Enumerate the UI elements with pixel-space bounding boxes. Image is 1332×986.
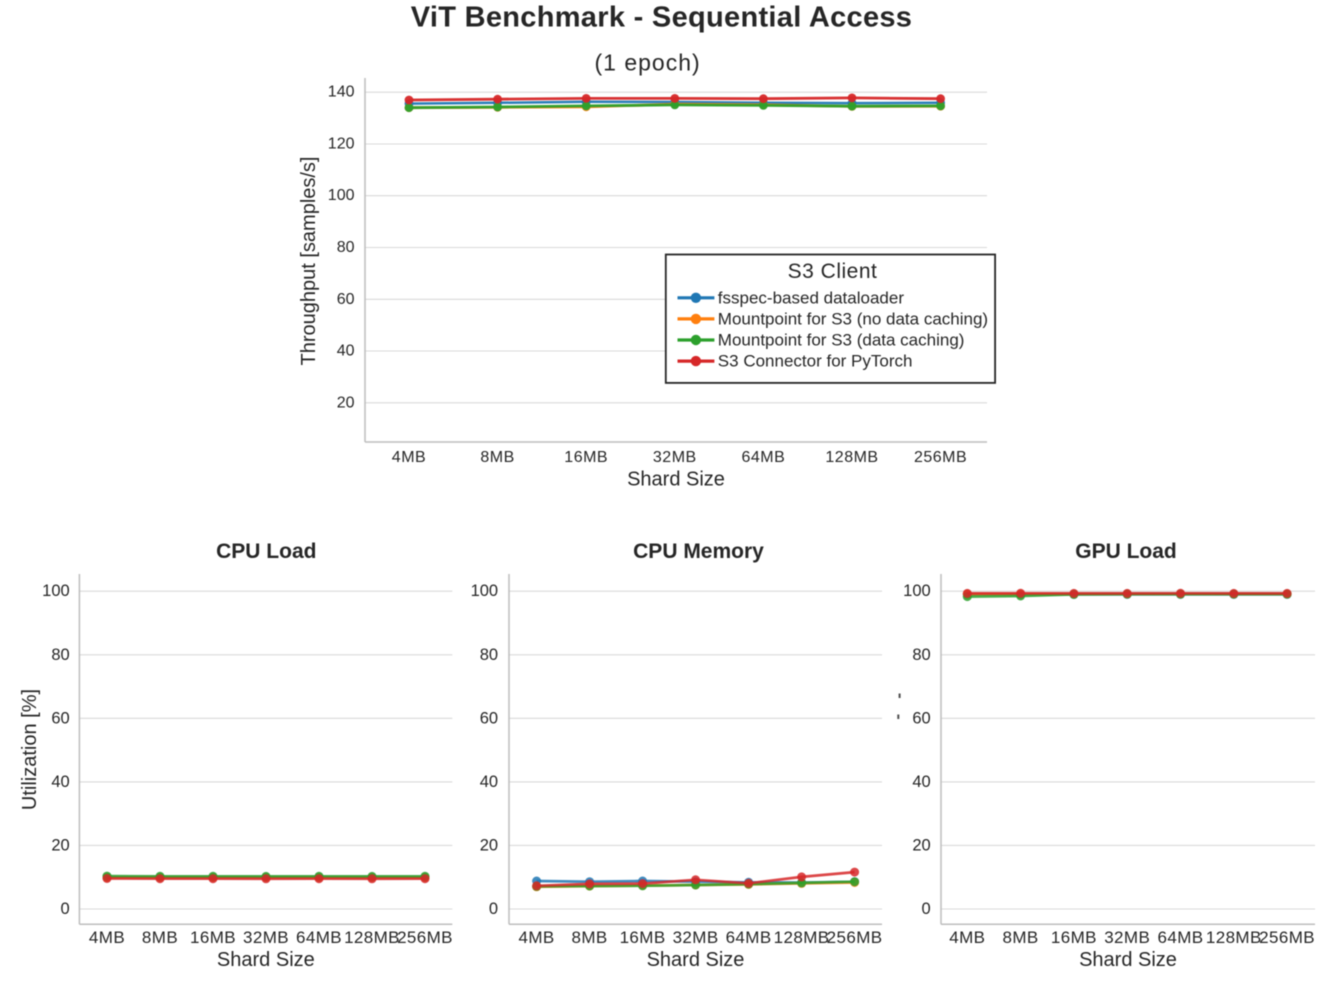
svg-text:CPU Load: CPU Load [216,540,316,563]
svg-text:4MB: 4MB [519,928,555,947]
svg-text:32MB: 32MB [673,928,719,947]
svg-text:Shard Size: Shard Size [217,949,315,971]
svg-text:8MB: 8MB [1003,928,1039,947]
svg-text:S3 Client: S3 Client [788,260,878,283]
svg-text:0: 0 [922,900,931,918]
svg-text:16MB: 16MB [190,928,236,947]
svg-text:40: 40 [480,773,498,791]
svg-text:Throughput [samples/s]: Throughput [samples/s] [298,157,320,366]
svg-text:Shard Size: Shard Size [647,949,745,971]
svg-text:ViT Benchmark - Sequential Acc: ViT Benchmark - Sequential Access [411,2,912,34]
svg-text:256MB: 256MB [397,928,453,947]
svg-text:16MB: 16MB [620,928,666,947]
svg-text:4MB: 4MB [89,928,125,947]
svg-text:64MB: 64MB [726,928,772,947]
svg-text:60: 60 [480,709,498,727]
svg-text:4MB: 4MB [949,928,985,947]
svg-text:8MB: 8MB [572,928,608,947]
svg-text:Shard Size: Shard Size [627,469,725,491]
svg-text:8MB: 8MB [480,449,514,466]
svg-text:(1 epoch): (1 epoch) [595,50,701,76]
svg-text:128MB: 128MB [825,449,878,466]
svg-text:80: 80 [337,239,355,256]
svg-text:20: 20 [337,394,355,411]
svg-text:64MB: 64MB [1157,928,1203,947]
svg-text:GPU Load: GPU Load [1075,540,1177,563]
svg-text:CPU Memory: CPU Memory [633,540,764,563]
svg-text:0: 0 [61,900,70,918]
svg-text:60: 60 [51,709,69,727]
svg-text:32MB: 32MB [243,928,289,947]
svg-text:256MB: 256MB [827,928,883,947]
svg-text:120: 120 [328,135,355,152]
svg-text:20: 20 [51,836,69,854]
svg-text:100: 100 [903,582,931,600]
svg-text:80: 80 [51,646,69,664]
svg-text:140: 140 [328,84,355,101]
svg-text:S3 Connector for PyTorch: S3 Connector for PyTorch [718,352,913,371]
svg-text:60: 60 [337,291,355,308]
svg-text:80: 80 [912,646,930,664]
svg-text:Mountpoint for S3 (no data cac: Mountpoint for S3 (no data caching) [718,309,988,328]
svg-text:20: 20 [480,836,498,854]
svg-text:4MB: 4MB [392,449,426,466]
svg-text:20: 20 [912,836,930,854]
svg-text:64MB: 64MB [742,449,786,466]
svg-text:128MB: 128MB [774,928,830,947]
svg-text:32MB: 32MB [653,449,697,466]
svg-text:128MB: 128MB [344,928,400,947]
svg-text:100: 100 [328,187,355,204]
svg-text:Utilization [%]: Utilization [%] [19,689,41,810]
svg-text:Shard Size: Shard Size [1079,949,1177,971]
svg-text:40: 40 [337,343,355,360]
svg-text:40: 40 [912,773,930,791]
svg-text:100: 100 [471,582,499,600]
svg-text:100: 100 [42,582,70,600]
svg-text:Mountpoint for S3 (data cachin: Mountpoint for S3 (data caching) [718,331,965,350]
svg-text:60: 60 [912,709,930,727]
svg-text:256MB: 256MB [1259,928,1315,947]
svg-text:16MB: 16MB [564,449,608,466]
svg-text:80: 80 [480,646,498,664]
svg-text:128MB: 128MB [1206,928,1262,947]
svg-text:8MB: 8MB [142,928,178,947]
svg-text:256MB: 256MB [914,449,967,466]
svg-text:40: 40 [51,773,69,791]
svg-text:0: 0 [489,900,498,918]
svg-text:16MB: 16MB [1051,928,1097,947]
svg-text:fsspec-based dataloader: fsspec-based dataloader [718,288,905,307]
svg-text:64MB: 64MB [296,928,342,947]
svg-text:32MB: 32MB [1104,928,1150,947]
